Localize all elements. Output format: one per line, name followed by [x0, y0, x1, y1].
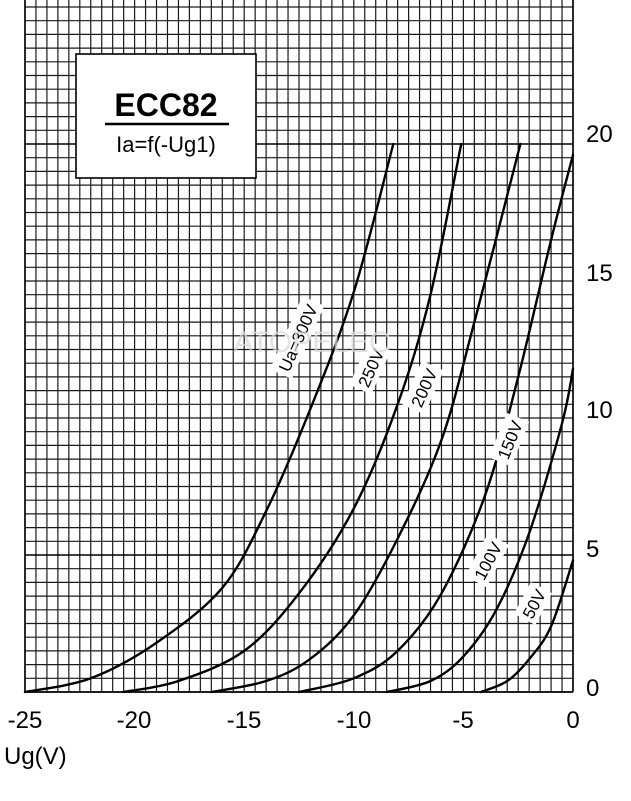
curve-label-50v: 50V [514, 582, 553, 626]
y-tick-label: 5 [586, 536, 599, 563]
y-tick-label: 0 [586, 675, 599, 702]
y-tick-labels: 0 5 10 15 20 [586, 121, 613, 702]
curve-label-150v: 150V [488, 412, 530, 467]
y-tick-label: 20 [586, 121, 613, 148]
title-box: ECC82 Ia=f(-Ug1) [75, 53, 257, 179]
x-tick-label: 0 [566, 707, 579, 734]
series-curve-5 [479, 559, 575, 694]
series-curve-3 [297, 153, 575, 694]
x-axis-title: Ug(V) [4, 743, 67, 770]
curve-label-group: Ua=300V 250V 200V 150V 100V 50V [269, 296, 553, 626]
x-tick-label: -10 [337, 707, 372, 734]
series-curve-0 [23, 142, 395, 694]
x-tick-label: -25 [8, 707, 43, 734]
x-tick-label: -20 [117, 707, 152, 734]
y-tick-label: 15 [586, 260, 613, 287]
series-curve-4 [385, 367, 575, 694]
series-curve-2 [210, 142, 522, 694]
x-tick-labels: -25 -20 -15 -10 -5 0 [8, 707, 580, 734]
y-tick-label: 10 [586, 397, 613, 424]
chart-title: ECC82 [114, 87, 217, 123]
x-tick-label: -15 [227, 707, 262, 734]
chart-subtitle: Ia=f(-Ug1) [116, 132, 216, 157]
watermark-text: ATOPELEC [233, 326, 390, 359]
x-tick-label: -5 [452, 707, 473, 734]
series-curve-1 [122, 142, 463, 694]
series-curves [23, 142, 575, 694]
